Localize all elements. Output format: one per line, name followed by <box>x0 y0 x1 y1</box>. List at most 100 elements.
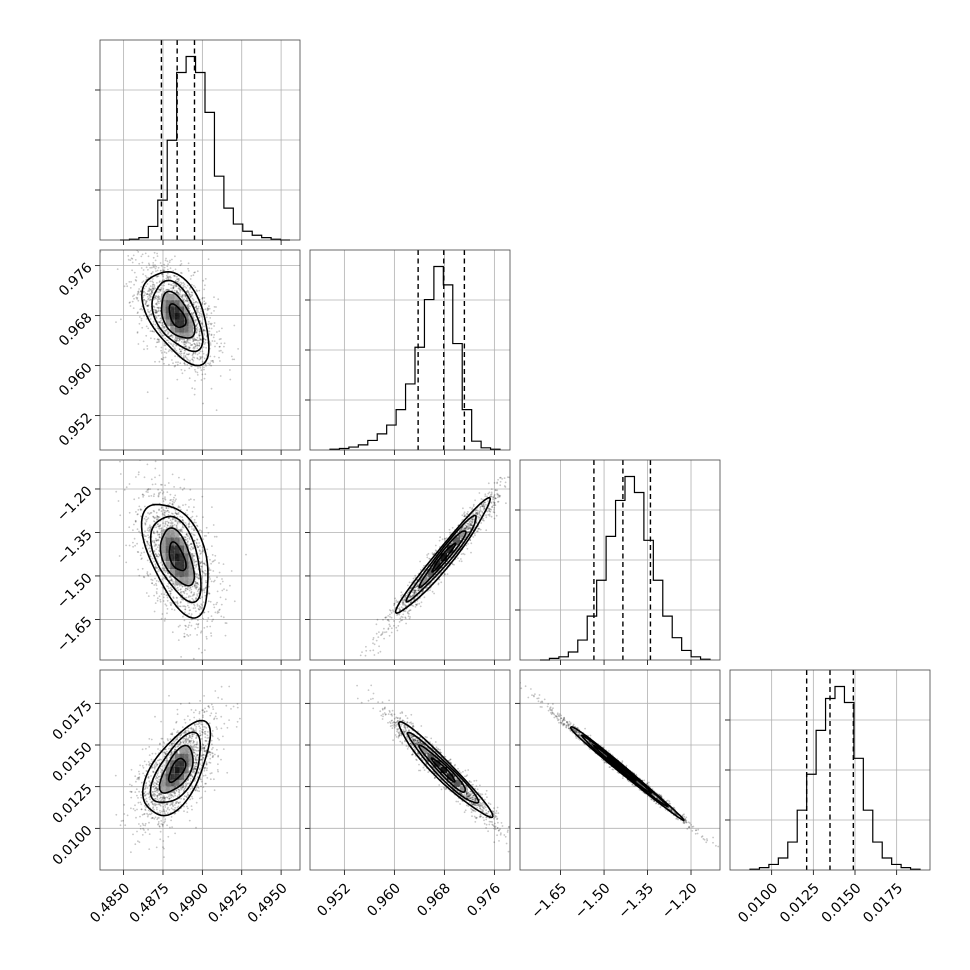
sample-point <box>171 344 174 347</box>
sample-point <box>148 495 150 498</box>
sample-point <box>149 524 151 527</box>
sample-point <box>163 269 166 272</box>
sample-point <box>372 642 374 645</box>
sample-point <box>167 331 170 334</box>
sample-point <box>192 340 195 342</box>
sample-point <box>152 278 154 280</box>
sample-point <box>195 560 198 563</box>
sample-point <box>195 565 198 568</box>
sample-point <box>197 607 200 610</box>
sample-point <box>136 551 139 553</box>
sample-point <box>404 617 407 620</box>
sample-point <box>157 297 160 299</box>
sample-point <box>128 511 131 514</box>
sample-point <box>401 616 404 619</box>
sample-point <box>186 340 189 343</box>
sample-point <box>483 507 485 510</box>
sample-point <box>151 557 154 560</box>
sample-point <box>489 510 492 513</box>
sample-point <box>375 639 378 642</box>
sample-point <box>159 262 162 264</box>
sample-point <box>224 622 227 624</box>
sample-point <box>170 521 173 523</box>
sample-point <box>154 296 157 299</box>
sample-point <box>200 369 203 372</box>
sample-point <box>161 273 164 276</box>
sample-point <box>139 290 142 293</box>
sample-point <box>431 552 434 554</box>
sample-point <box>142 290 145 293</box>
sample-point <box>177 639 180 641</box>
sample-point <box>188 293 191 295</box>
sample-point <box>171 350 174 353</box>
sample-point <box>167 268 169 271</box>
sample-point <box>194 319 197 322</box>
sample-point <box>160 287 163 289</box>
sample-point <box>218 609 221 611</box>
sample-point <box>201 356 204 358</box>
sample-point <box>189 609 192 611</box>
sample-point <box>195 301 197 303</box>
sample-point <box>220 603 223 606</box>
sample-point <box>171 579 174 582</box>
sample-point <box>211 554 214 556</box>
sample-point <box>131 269 134 272</box>
sample-point <box>393 602 396 605</box>
sample-point <box>157 495 160 498</box>
sample-point <box>193 343 196 345</box>
sample-point <box>156 299 159 301</box>
sample-point <box>146 293 149 295</box>
sample-point <box>154 577 156 580</box>
sample-point <box>149 550 152 552</box>
sample-point <box>140 255 143 258</box>
sample-point <box>359 654 362 657</box>
sample-point <box>193 585 196 587</box>
sample-point <box>158 536 161 539</box>
density-cell <box>161 306 166 313</box>
density-cell <box>170 313 175 320</box>
sample-point <box>492 496 495 499</box>
density-cell <box>170 529 175 538</box>
density-cell <box>179 537 185 546</box>
sample-point <box>175 498 177 501</box>
sample-point <box>465 525 468 528</box>
sample-point <box>153 550 156 553</box>
sample-point <box>186 543 189 546</box>
sample-point <box>417 587 419 590</box>
sample-point <box>485 529 488 532</box>
sample-point <box>137 513 139 515</box>
sample-point <box>195 328 198 331</box>
sample-point <box>161 613 164 615</box>
sample-point <box>155 592 158 595</box>
sample-point <box>478 510 481 512</box>
sample-point <box>187 596 190 598</box>
sample-point <box>155 582 157 585</box>
sample-point <box>184 355 187 357</box>
sample-point <box>390 612 393 614</box>
sample-point <box>512 478 514 480</box>
sample-point <box>388 613 391 616</box>
sample-point <box>191 358 194 361</box>
scatter-panel-1-2 <box>305 459 514 665</box>
sample-point <box>167 507 170 509</box>
sample-point <box>438 539 441 542</box>
sample-point <box>413 589 416 592</box>
sample-point <box>204 338 207 341</box>
sample-point <box>137 509 140 511</box>
sample-point <box>149 527 152 530</box>
sample-point <box>208 592 211 595</box>
sample-point <box>188 367 191 370</box>
density-cell <box>179 319 185 326</box>
sample-point <box>443 573 446 576</box>
sample-point <box>462 552 465 555</box>
sample-point <box>204 594 207 597</box>
sample-point <box>407 584 409 587</box>
sample-point <box>181 519 184 521</box>
sample-point <box>137 290 140 293</box>
sample-point <box>209 317 212 319</box>
sample-point <box>204 569 207 572</box>
sample-point <box>210 327 213 330</box>
sample-point <box>174 348 176 351</box>
sample-point <box>145 266 148 269</box>
sample-point <box>152 515 155 518</box>
